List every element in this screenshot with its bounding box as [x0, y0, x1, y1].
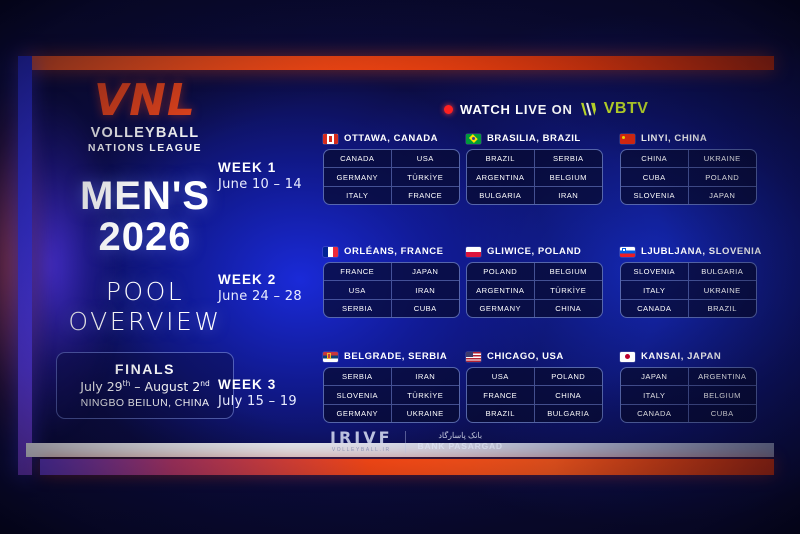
poster-canvas: VNL VOLLEYBALL NATIONS LEAGUE MEN'S 2026… — [0, 0, 800, 534]
vignette-overlay — [0, 0, 800, 534]
